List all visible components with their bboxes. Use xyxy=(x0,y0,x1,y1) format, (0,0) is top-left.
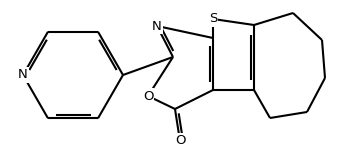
Text: O: O xyxy=(143,90,153,103)
Text: N: N xyxy=(18,69,28,82)
Text: O: O xyxy=(175,135,185,148)
Text: N: N xyxy=(152,19,162,32)
Text: S: S xyxy=(209,13,217,26)
